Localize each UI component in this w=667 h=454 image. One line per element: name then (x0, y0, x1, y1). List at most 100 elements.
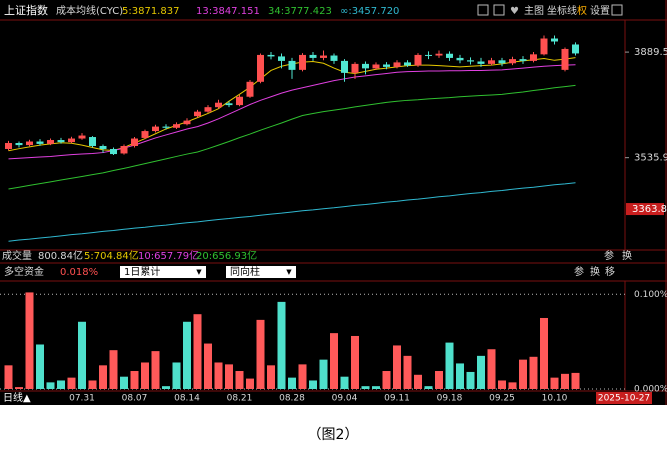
candle-body (225, 103, 233, 106)
candle-body (173, 124, 180, 128)
candle-body (89, 137, 96, 146)
candle-body (320, 55, 327, 58)
bar (277, 301, 286, 389)
candle-body (183, 120, 191, 125)
bar (78, 321, 86, 389)
dropdown-label[interactable]: 1日累计 (124, 265, 160, 278)
bar (246, 378, 254, 389)
candle-body (330, 55, 338, 61)
button[interactable]: 参 (574, 265, 584, 278)
candle-body (362, 63, 369, 69)
bar (550, 377, 559, 389)
candle-body (57, 140, 65, 143)
dropdown-label[interactable]: 同向柱 (230, 265, 260, 278)
bar (214, 362, 223, 389)
bar (120, 376, 128, 389)
icon-plus[interactable] (477, 4, 489, 16)
bar (309, 380, 317, 389)
bar (456, 363, 464, 389)
button[interactable]: 坐标线 (547, 4, 577, 17)
button[interactable]: 移 (605, 265, 615, 278)
bar (393, 345, 401, 389)
y-tick-label: 3889.5 (634, 47, 667, 58)
candle-body (131, 138, 138, 146)
candle-body (372, 64, 380, 69)
x-tick-label: 08.07 (122, 394, 148, 404)
bar (477, 355, 485, 389)
candle-body (488, 60, 495, 64)
candle-body (68, 138, 75, 143)
candle-body (194, 111, 201, 117)
button[interactable]: 换 (590, 265, 600, 278)
candle-body (414, 54, 422, 66)
bar (561, 373, 569, 389)
dropdown-arrow[interactable]: ▼ (286, 268, 292, 276)
bar (162, 386, 170, 389)
bar (25, 292, 34, 389)
candle-body (236, 96, 243, 106)
candle-body (78, 135, 86, 139)
candle-body (498, 60, 506, 64)
ma-line (8, 84, 576, 190)
button[interactable]: 设置 (590, 5, 610, 17)
bar (57, 380, 65, 389)
candle-body (110, 148, 117, 155)
bar (141, 362, 149, 389)
volume-ma: 10:657.79亿 (138, 249, 199, 262)
candle-body (467, 60, 474, 62)
dropdown[interactable] (120, 266, 206, 278)
candle-body (47, 140, 54, 144)
candle-body (509, 59, 516, 64)
candle-body (572, 44, 579, 54)
legend-entry: 34:3777.423 (268, 6, 332, 17)
bar (466, 371, 475, 389)
bar (235, 371, 244, 389)
icon-heart[interactable]: ♥ (510, 6, 519, 17)
dropdown[interactable] (226, 266, 296, 278)
candle-body (351, 63, 359, 73)
candle-body (5, 143, 12, 149)
x-tick-label: 09.11 (384, 394, 410, 404)
candle-body (477, 61, 485, 64)
bar (351, 335, 359, 389)
bar (540, 317, 548, 389)
volume-ma: 20:656.93亿 (196, 249, 257, 262)
button[interactable]: 权 (577, 4, 587, 17)
candle-body (519, 59, 527, 61)
candle-body (278, 56, 285, 61)
candle-body (99, 145, 107, 149)
candle-body (561, 48, 569, 70)
period[interactable]: 日线▲ (3, 391, 31, 404)
y-tick-label: 3535.9 (634, 153, 667, 164)
bar (508, 382, 517, 389)
bar (15, 387, 23, 389)
x-tick-label: 07.31 (69, 394, 95, 404)
bar (414, 374, 422, 389)
bar (88, 380, 97, 389)
candle-body (246, 81, 254, 97)
bar (4, 365, 13, 389)
x-tick-label: 09.04 (332, 394, 358, 404)
bar (403, 355, 412, 389)
dropdown-arrow[interactable]: ▼ (196, 268, 202, 276)
candle-body (551, 38, 558, 42)
button[interactable]: 换 (622, 249, 632, 262)
candle-body (456, 57, 464, 61)
bar (67, 377, 76, 389)
icon-close[interactable] (611, 4, 623, 16)
bar (151, 351, 160, 389)
bar (204, 343, 212, 389)
cursor-date-box (596, 392, 652, 404)
bar (382, 371, 391, 389)
x-tick-label: 08.14 (174, 394, 200, 404)
button[interactable]: 参 (604, 249, 614, 262)
volume-label: 成交量 (2, 249, 32, 262)
icon-minus[interactable] (493, 4, 505, 16)
candle-body (425, 54, 432, 56)
button[interactable]: 主图 (524, 5, 544, 17)
candle-body (341, 60, 348, 73)
price-marker (626, 203, 664, 216)
fund-value: 0.018% (60, 267, 98, 278)
bar (340, 376, 349, 389)
